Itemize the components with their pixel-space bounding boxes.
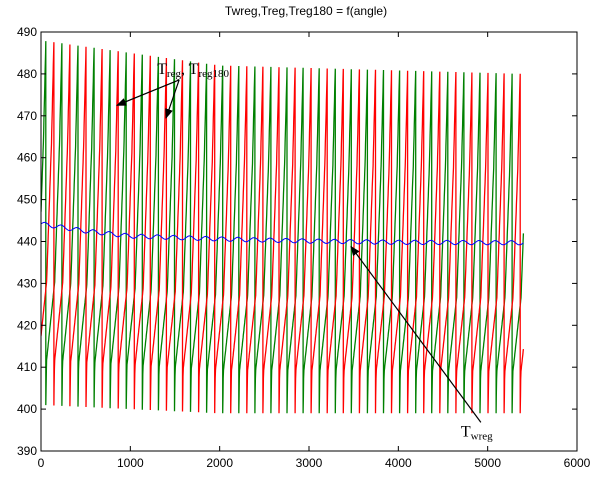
x-tick-label: 2000 bbox=[206, 456, 233, 470]
series-line-1 bbox=[41, 42, 525, 414]
x-tick-label: 0 bbox=[38, 456, 45, 470]
y-tick-label: 480 bbox=[17, 67, 37, 81]
x-tick-label: 3000 bbox=[296, 456, 323, 470]
x-tick-label: 6000 bbox=[564, 456, 591, 470]
x-tick-label: 1000 bbox=[117, 456, 144, 470]
y-tick-label: 410 bbox=[17, 360, 37, 374]
series-line-0 bbox=[41, 41, 525, 414]
x-tick-label: 4000 bbox=[385, 456, 412, 470]
annotations: Treg, Treg180 Twreg bbox=[116, 61, 493, 442]
x-tick-label: 5000 bbox=[474, 456, 501, 470]
y-tick-label: 490 bbox=[17, 25, 37, 39]
chart-title: Twreg,Treg,Treg180 = f(angle) bbox=[225, 4, 387, 18]
y-tick-label: 450 bbox=[17, 193, 37, 207]
series-line-2 bbox=[41, 221, 524, 246]
y-tick-label: 470 bbox=[17, 109, 37, 123]
y-tick-label: 430 bbox=[17, 276, 37, 290]
axes: 0 1000 2000 3000 4000 5000 6000 390 400 410 420 430… bbox=[17, 25, 591, 470]
y-tick-label: 460 bbox=[17, 151, 37, 165]
annotation-label-0: Treg, Treg180 bbox=[157, 61, 229, 80]
annotation-label-1: Twreg bbox=[461, 423, 493, 442]
y-tick-label: 400 bbox=[17, 402, 37, 416]
plot-area bbox=[41, 41, 525, 414]
annotation-arrow-0-1 bbox=[165, 79, 180, 119]
annotation-arrow-1-0 bbox=[350, 245, 482, 423]
annotation-arrow-0-0 bbox=[116, 79, 180, 106]
y-tick-label: 420 bbox=[17, 318, 37, 332]
y-tick-label: 390 bbox=[17, 444, 37, 458]
y-tick-label: 440 bbox=[17, 235, 37, 249]
